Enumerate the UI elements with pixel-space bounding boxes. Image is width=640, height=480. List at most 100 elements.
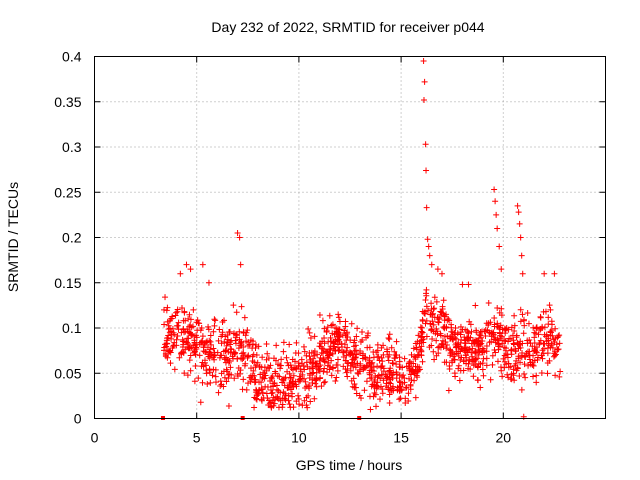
data-point bbox=[211, 316, 218, 323]
data-point bbox=[488, 333, 495, 340]
data-point bbox=[470, 373, 477, 380]
data-point bbox=[280, 377, 287, 384]
data-point bbox=[335, 334, 342, 341]
data-point bbox=[169, 325, 176, 332]
data-point bbox=[502, 338, 509, 345]
data-point bbox=[319, 317, 326, 324]
data-point bbox=[240, 349, 247, 356]
data-point bbox=[267, 377, 274, 384]
data-point bbox=[346, 351, 353, 358]
data-point bbox=[407, 381, 414, 388]
data-point bbox=[342, 357, 349, 364]
data-point bbox=[369, 381, 376, 388]
y-tick-label: 0.2 bbox=[62, 230, 82, 246]
data-point bbox=[431, 294, 438, 301]
data-point bbox=[379, 386, 386, 393]
data-point bbox=[419, 358, 426, 365]
data-point bbox=[494, 225, 501, 232]
data-point bbox=[517, 234, 524, 241]
data-point bbox=[552, 372, 559, 379]
data-point bbox=[164, 347, 171, 354]
data-point bbox=[215, 389, 222, 396]
data-point bbox=[342, 318, 349, 325]
data-point bbox=[341, 341, 348, 348]
data-point bbox=[335, 311, 342, 318]
data-point bbox=[548, 318, 555, 325]
data-point bbox=[206, 337, 213, 344]
data-point bbox=[328, 372, 335, 379]
data-point bbox=[433, 337, 440, 344]
data-point bbox=[199, 333, 206, 340]
data-point bbox=[445, 316, 452, 323]
data-point bbox=[187, 266, 194, 273]
data-point bbox=[408, 351, 415, 358]
data-point bbox=[356, 392, 363, 399]
data-point bbox=[242, 360, 249, 367]
data-point bbox=[481, 328, 488, 335]
data-point bbox=[344, 373, 351, 380]
data-point bbox=[306, 353, 313, 360]
data-point bbox=[184, 339, 191, 346]
data-point bbox=[396, 364, 403, 371]
data-point bbox=[386, 369, 393, 376]
data-point bbox=[356, 368, 363, 375]
data-point bbox=[191, 337, 198, 344]
data-point bbox=[529, 343, 536, 350]
data-point bbox=[207, 338, 214, 345]
y-axis: 0 0.05 0.1 0.15 0.2 0.25 0.3 0.35 0.4 bbox=[54, 49, 606, 427]
data-point bbox=[162, 294, 169, 301]
data-point bbox=[231, 351, 238, 358]
data-point bbox=[492, 198, 499, 205]
data-point bbox=[259, 389, 266, 396]
data-point bbox=[498, 305, 505, 312]
data-point bbox=[536, 341, 543, 348]
data-point bbox=[216, 354, 223, 361]
data-point bbox=[396, 378, 403, 385]
data-point bbox=[412, 356, 419, 363]
data-point bbox=[322, 378, 329, 385]
data-point bbox=[448, 328, 455, 335]
data-point bbox=[386, 336, 393, 343]
data-point bbox=[308, 360, 315, 367]
data-point bbox=[434, 314, 441, 321]
data-point bbox=[269, 373, 276, 380]
data-point bbox=[491, 347, 498, 354]
data-point bbox=[464, 327, 471, 334]
data-point bbox=[251, 379, 258, 386]
data-point bbox=[522, 374, 529, 381]
data-point bbox=[199, 261, 206, 268]
data-point bbox=[174, 333, 181, 340]
data-point bbox=[290, 404, 297, 411]
data-point bbox=[223, 342, 230, 349]
data-point bbox=[401, 355, 408, 362]
data-point bbox=[291, 358, 298, 365]
data-point bbox=[168, 335, 175, 342]
data-point bbox=[379, 390, 386, 397]
data-point bbox=[504, 371, 511, 378]
data-point bbox=[164, 334, 171, 341]
data-point bbox=[326, 363, 333, 370]
data-point bbox=[479, 337, 486, 344]
data-point bbox=[529, 359, 536, 366]
data-point bbox=[175, 319, 182, 326]
data-point bbox=[284, 359, 291, 366]
data-point bbox=[375, 372, 382, 379]
data-point bbox=[517, 318, 524, 325]
data-point bbox=[385, 335, 392, 342]
data-point bbox=[191, 378, 198, 385]
data-point bbox=[511, 328, 518, 335]
data-point bbox=[235, 345, 242, 352]
data-point bbox=[393, 338, 400, 345]
data-point bbox=[244, 327, 251, 334]
data-point bbox=[448, 357, 455, 364]
data-point bbox=[258, 379, 265, 386]
data-point bbox=[329, 321, 336, 328]
data-point bbox=[485, 320, 492, 327]
data-point bbox=[445, 387, 452, 394]
data-point bbox=[248, 376, 255, 383]
data-point bbox=[415, 332, 422, 339]
data-point bbox=[430, 321, 437, 328]
data-point bbox=[182, 346, 189, 353]
data-point bbox=[419, 317, 426, 324]
data-point bbox=[516, 220, 523, 227]
